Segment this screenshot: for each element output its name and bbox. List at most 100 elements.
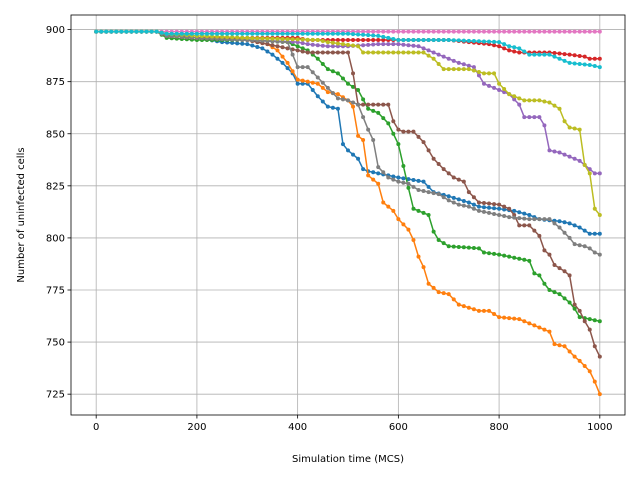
- data-point: [330, 44, 335, 49]
- data-point: [381, 50, 386, 55]
- data-point: [315, 81, 320, 86]
- y-axis-label: Number of uninfected cells: [16, 147, 27, 282]
- data-point: [154, 29, 159, 34]
- data-point: [532, 115, 537, 120]
- data-point: [320, 31, 325, 36]
- data-point: [587, 171, 592, 176]
- data-point: [351, 104, 356, 109]
- data-point: [275, 39, 280, 44]
- data-point: [597, 231, 602, 236]
- series-line: [96, 30, 601, 357]
- data-point: [577, 127, 582, 132]
- data-point: [356, 102, 361, 107]
- data-point: [492, 251, 497, 256]
- data-point: [265, 42, 270, 47]
- data-point: [487, 308, 492, 313]
- data-point: [315, 94, 320, 99]
- data-point: [436, 161, 441, 166]
- data-point: [300, 41, 305, 46]
- data-point: [512, 215, 517, 220]
- data-point: [461, 62, 466, 67]
- data-point: [507, 206, 512, 211]
- data-point: [537, 233, 542, 238]
- data-point: [416, 188, 421, 192]
- data-point: [527, 217, 532, 222]
- data-point: [456, 29, 461, 34]
- data-point: [371, 38, 376, 42]
- data-point: [391, 119, 396, 124]
- data-point: [527, 98, 532, 103]
- data-point: [552, 342, 557, 347]
- data-point: [381, 170, 386, 175]
- data-point: [426, 213, 431, 217]
- data-point: [517, 216, 522, 221]
- data-point: [567, 125, 572, 130]
- data-point: [300, 81, 305, 86]
- data-point: [597, 252, 602, 257]
- data-point: [351, 152, 356, 157]
- data-point: [466, 204, 471, 209]
- data-point: [487, 210, 492, 215]
- data-point: [487, 83, 492, 88]
- data-point: [451, 29, 456, 34]
- data-point: [366, 173, 371, 178]
- data-point: [451, 244, 456, 249]
- data-point: [285, 40, 290, 45]
- y-tick-label: 750: [46, 338, 65, 349]
- data-point: [275, 56, 280, 61]
- data-point: [517, 46, 522, 51]
- data-point: [406, 50, 411, 55]
- data-point: [587, 317, 592, 322]
- data-point: [582, 62, 587, 67]
- data-point: [305, 65, 310, 70]
- data-point: [330, 40, 335, 45]
- data-point: [215, 31, 220, 36]
- data-point: [411, 178, 416, 182]
- data-point: [340, 42, 345, 47]
- data-point: [582, 319, 587, 324]
- data-point: [466, 67, 471, 72]
- data-point: [204, 31, 209, 36]
- data-point: [386, 35, 391, 40]
- data-point: [502, 207, 507, 212]
- data-point: [381, 42, 386, 47]
- data-point: [411, 38, 416, 42]
- data-point: [361, 38, 366, 42]
- data-point: [512, 45, 517, 50]
- data-point: [547, 217, 552, 222]
- data-point: [476, 200, 481, 205]
- data-point: [396, 50, 401, 55]
- data-point: [436, 52, 441, 57]
- data-point: [507, 254, 512, 259]
- data-point: [587, 56, 592, 61]
- series-9: [94, 29, 602, 217]
- data-point: [335, 71, 340, 76]
- data-point: [517, 50, 522, 55]
- data-point: [572, 242, 577, 247]
- data-point: [527, 52, 532, 57]
- data-point: [592, 64, 597, 69]
- data-point: [547, 252, 552, 257]
- data-point: [502, 86, 507, 91]
- y-tick-label: 875: [46, 77, 65, 88]
- data-point: [476, 29, 481, 34]
- data-point: [265, 31, 270, 36]
- data-point: [582, 364, 587, 369]
- data-point: [577, 61, 582, 66]
- data-point: [517, 29, 522, 34]
- data-point: [557, 219, 562, 224]
- data-point: [562, 344, 567, 349]
- data-point: [567, 273, 572, 278]
- data-point: [502, 29, 507, 34]
- data-point: [235, 35, 240, 40]
- data-point: [562, 29, 567, 34]
- data-point: [502, 90, 507, 95]
- data-point: [386, 204, 391, 209]
- data-point: [517, 223, 522, 228]
- data-point: [552, 290, 557, 295]
- data-point: [376, 165, 381, 170]
- data-point: [305, 37, 310, 42]
- data-point: [401, 38, 406, 42]
- data-point: [512, 208, 517, 213]
- data-point: [320, 39, 325, 44]
